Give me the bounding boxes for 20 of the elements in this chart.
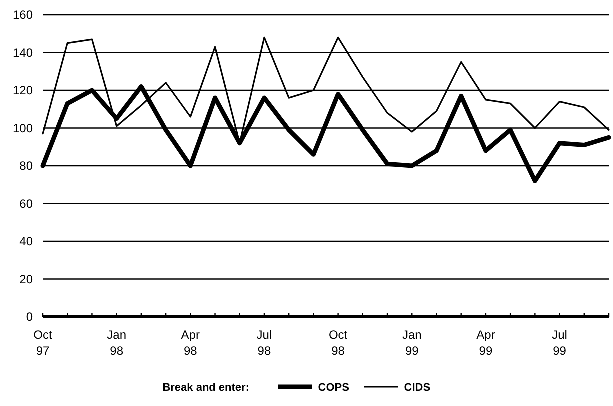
y-tick-label: 20: [20, 272, 34, 286]
y-tick-label: 140: [12, 46, 34, 60]
y-tick-label: 120: [12, 84, 34, 98]
legend-label: COPS: [318, 382, 350, 394]
x-tick-label: Jul 98: [256, 328, 272, 358]
legend-title: Break and enter:: [162, 382, 250, 394]
x-tick-label: Apr 99: [476, 328, 496, 358]
y-tick-label: 40: [20, 234, 34, 249]
y-tick-label: 60: [20, 196, 34, 211]
x-tick-label: Jan 98: [107, 328, 127, 358]
x-tick-label: Jan 99: [402, 328, 422, 358]
y-tick-label: 0: [26, 310, 34, 324]
legend-label: CIDS: [404, 382, 431, 394]
y-tick-label: 160: [12, 8, 34, 22]
x-tick-label: Apr 98: [181, 328, 200, 358]
x-tick-label: Jul 99: [552, 328, 568, 358]
x-tick-label: Oct 97: [34, 328, 53, 358]
x-tick-label: Oct 98: [328, 328, 348, 358]
y-tick-label: 80: [20, 159, 34, 174]
y-tick-label: 100: [12, 121, 34, 136]
